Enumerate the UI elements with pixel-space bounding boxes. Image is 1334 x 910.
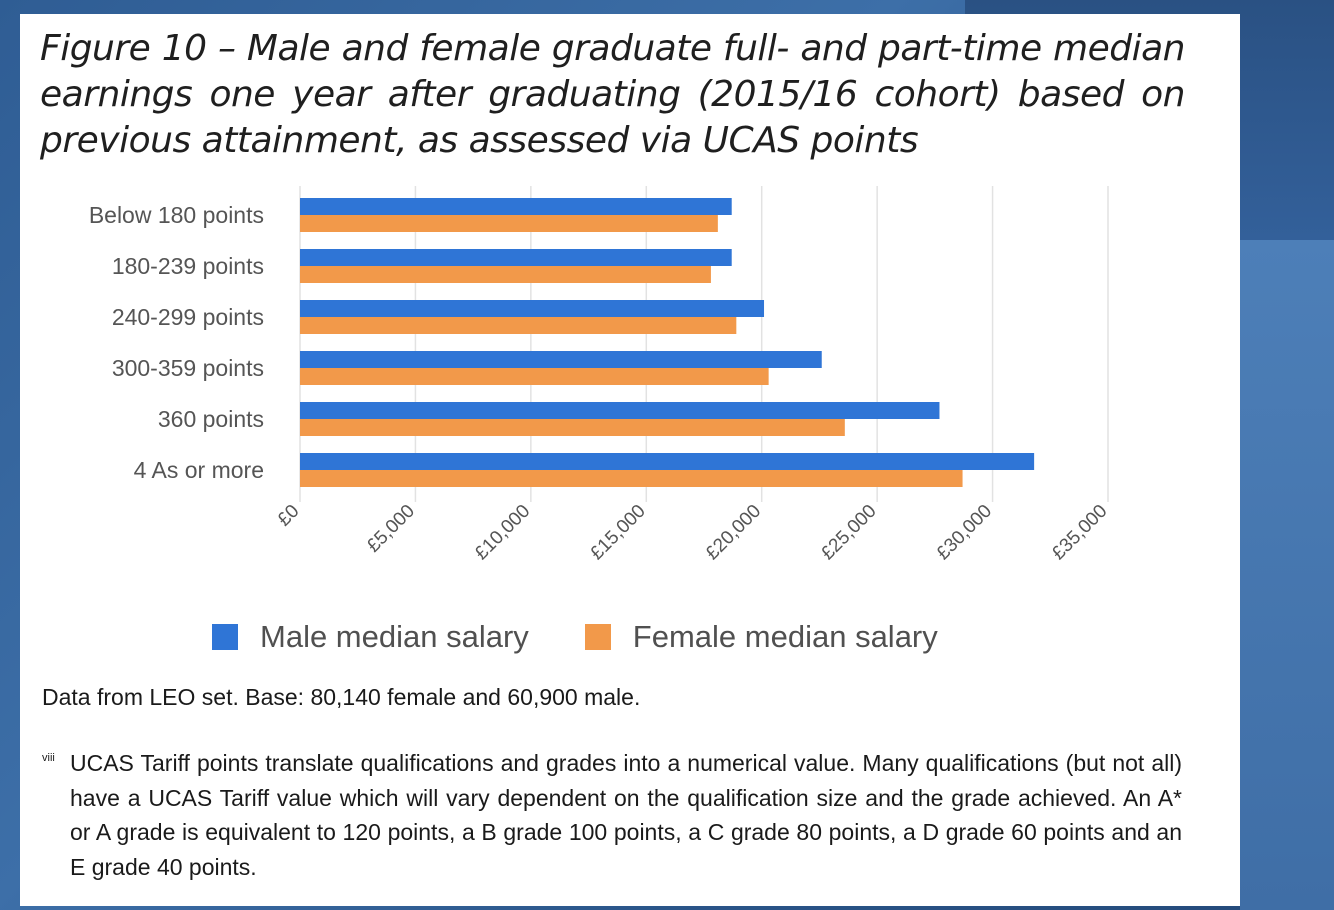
chart-legend: Male median salary Female median salary <box>212 614 994 660</box>
figure-title: Figure 10 – Male and female graduate ful… <box>40 28 1186 161</box>
x-tick-label: £20,000 <box>702 501 765 564</box>
legend-item-male: Male median salary <box>212 619 529 655</box>
bar-female <box>300 368 769 385</box>
background-panel-right <box>1240 240 1334 910</box>
category-label: 4 As or more <box>134 457 264 483</box>
legend-label-male: Male median salary <box>260 619 529 654</box>
x-tick-label: £0 <box>274 501 304 531</box>
bar-male <box>300 300 765 317</box>
x-tick-label: £15,000 <box>586 501 649 564</box>
bar-female <box>300 215 718 232</box>
x-tick-label: £5,000 <box>363 501 419 557</box>
bar-male <box>300 402 940 419</box>
category-label: 300-359 points <box>112 355 264 381</box>
legend-label-female: Female median salary <box>632 619 938 654</box>
x-tick-label: £25,000 <box>817 501 880 564</box>
footnote: viii UCAS Tariff points translate qualif… <box>42 746 1182 884</box>
legend-swatch-male <box>212 624 238 650</box>
source-note: Data from LEO set. Base: 80,140 female a… <box>42 684 641 710</box>
bar-chart: Below 180 points 180-239 points 240-299 po… <box>89 186 1112 564</box>
x-tick-label: £30,000 <box>933 501 996 564</box>
footnote-marker: viii <box>42 752 55 764</box>
bar-female <box>300 317 737 334</box>
x-tick-label: £10,000 <box>471 501 534 564</box>
bar-male <box>300 351 822 368</box>
bar-female <box>300 419 845 436</box>
x-tick-label: £35,000 <box>1048 501 1111 564</box>
legend-swatch-female <box>584 624 611 650</box>
bar-male <box>300 453 1035 470</box>
category-label: Below 180 points <box>89 202 264 228</box>
category-label: 180-239 points <box>112 253 264 279</box>
footnote-text: UCAS Tariff points translate qualificati… <box>70 750 1182 880</box>
category-label: 240-299 points <box>112 304 264 330</box>
legend-item-female: Female median salary <box>584 619 938 655</box>
slide: Figure 10 – Male and female graduate ful… <box>20 14 1240 906</box>
bar-female <box>300 266 711 283</box>
bar-female <box>300 470 963 487</box>
category-label: 360 points <box>158 406 264 432</box>
bar-male <box>300 249 732 266</box>
bar-male <box>300 198 732 215</box>
